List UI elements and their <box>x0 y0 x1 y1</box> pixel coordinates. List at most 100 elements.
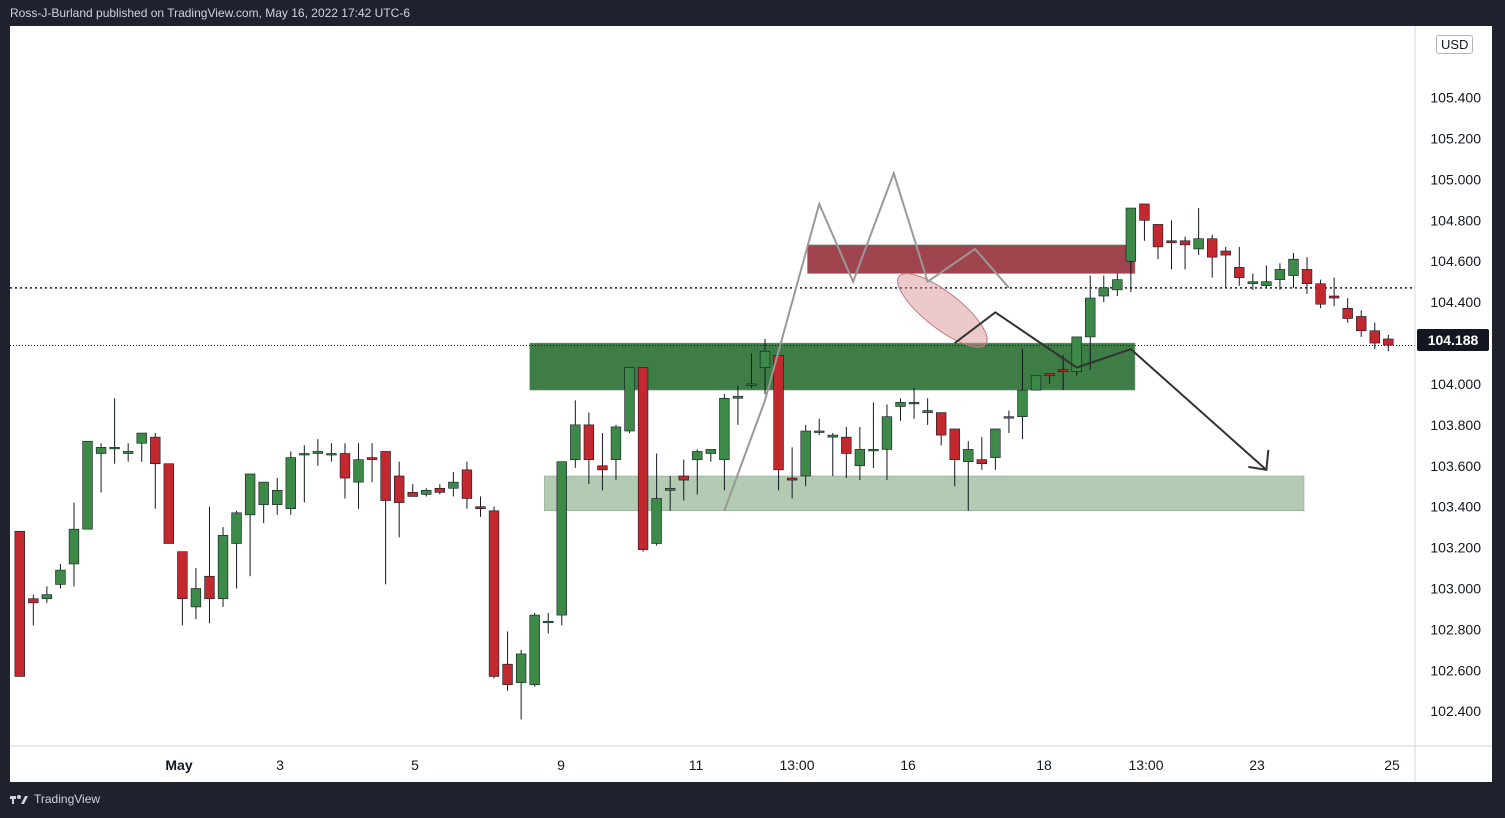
projection-path[interactable] <box>954 311 1268 471</box>
candle-up[interactable] <box>95 447 107 454</box>
candle-up[interactable] <box>529 614 540 685</box>
candle-down[interactable] <box>597 465 608 471</box>
candle-down[interactable] <box>841 436 852 454</box>
candle-up[interactable] <box>244 473 256 516</box>
candle-up[interactable] <box>922 410 933 413</box>
candle-up[interactable] <box>651 498 662 544</box>
candle-down[interactable] <box>1383 338 1394 346</box>
candle-up[interactable] <box>746 383 757 386</box>
candle-up[interactable] <box>55 569 66 585</box>
candle-down[interactable] <box>773 355 784 471</box>
candle-down[interactable] <box>1315 283 1326 305</box>
candle-up[interactable] <box>272 490 283 505</box>
candle-down[interactable] <box>637 367 649 550</box>
candle-down[interactable] <box>1057 369 1069 372</box>
candle-down[interactable] <box>28 598 39 604</box>
candle-down[interactable] <box>366 457 378 460</box>
candle-up[interactable] <box>299 453 310 456</box>
candle-up[interactable] <box>1017 389 1028 417</box>
candle-up[interactable] <box>881 416 893 450</box>
candle-down[interactable] <box>786 477 798 481</box>
candle-up[interactable] <box>1193 238 1204 250</box>
candle-up[interactable] <box>1071 336 1082 372</box>
candle-up[interactable] <box>556 461 567 616</box>
candle-up[interactable] <box>258 481 269 505</box>
candle-up[interactable] <box>1085 297 1096 338</box>
candle-up[interactable] <box>719 397 730 460</box>
candle-up[interactable] <box>827 434 838 438</box>
candle-down[interactable] <box>583 424 595 460</box>
candle-down[interactable] <box>502 663 513 685</box>
candle-down[interactable] <box>1356 316 1367 332</box>
candle-down[interactable] <box>1179 240 1191 246</box>
candle-up[interactable] <box>963 449 974 462</box>
candle-down[interactable] <box>407 492 418 497</box>
candle-down[interactable] <box>1139 203 1150 221</box>
candle-down[interactable] <box>1328 295 1340 299</box>
candle-down[interactable] <box>393 475 405 503</box>
candle-up[interactable] <box>285 457 296 510</box>
candle-up[interactable] <box>231 512 242 544</box>
candle-up[interactable] <box>759 350 771 368</box>
candle-up[interactable] <box>868 449 879 452</box>
candle-up[interactable] <box>190 588 202 608</box>
resistance-zone[interactable] <box>807 244 1136 274</box>
candle-up[interactable] <box>1247 281 1259 285</box>
candle-up[interactable] <box>1098 287 1109 297</box>
candle-up[interactable] <box>217 535 229 600</box>
candle-up[interactable] <box>109 447 120 450</box>
candle-up[interactable] <box>515 653 527 683</box>
candle-down[interactable] <box>935 412 947 436</box>
candle-down[interactable] <box>475 506 486 510</box>
candle-down[interactable] <box>976 459 988 465</box>
candle-up[interactable] <box>570 424 581 460</box>
candle-up[interactable] <box>732 395 744 399</box>
candle-down[interactable] <box>461 469 473 499</box>
candle-up[interactable] <box>1003 416 1015 419</box>
candle-down[interactable] <box>1301 269 1313 285</box>
candle-down[interactable] <box>163 463 175 544</box>
candle-up[interactable] <box>448 481 459 489</box>
candle-down[interactable] <box>1166 240 1177 244</box>
target-zone[interactable] <box>543 475 1305 512</box>
candle-down[interactable] <box>1342 307 1353 319</box>
m-pattern-line[interactable] <box>723 170 1010 512</box>
candle-up[interactable] <box>705 449 717 454</box>
support-zone[interactable] <box>529 342 1136 391</box>
candle-down[interactable] <box>488 510 500 677</box>
candle-up[interactable] <box>664 487 676 491</box>
candle-up[interactable] <box>1125 207 1137 262</box>
chart-panel[interactable]: 102.400 102.600 102.800 103.000 103.200 103.4… <box>10 26 1492 782</box>
candle-up[interactable] <box>624 367 635 432</box>
candle-up[interactable] <box>990 428 1001 458</box>
currency-badge[interactable]: USD <box>1436 35 1474 54</box>
candle-down[interactable] <box>150 436 161 465</box>
candle-down[interactable] <box>1044 373 1055 377</box>
candle-up[interactable] <box>692 451 703 460</box>
candle-up[interactable] <box>41 594 53 600</box>
candle-down[interactable] <box>949 428 960 460</box>
candle-up[interactable] <box>1288 258 1299 276</box>
candle-down[interactable] <box>380 451 391 501</box>
candle-up[interactable] <box>1274 269 1286 280</box>
candle-down[interactable] <box>339 453 351 479</box>
highlight-ellipse[interactable] <box>888 262 997 358</box>
candle-up[interactable] <box>895 402 906 407</box>
candle-up[interactable] <box>610 426 622 460</box>
candle-up[interactable] <box>421 490 432 495</box>
candle-down[interactable] <box>434 487 446 493</box>
candle-down[interactable] <box>1152 224 1164 248</box>
candle-up[interactable] <box>1261 281 1272 287</box>
candle-down[interactable] <box>204 575 215 600</box>
candle-down[interactable] <box>1220 250 1231 256</box>
candle-up[interactable] <box>68 528 80 565</box>
candle-up[interactable] <box>543 620 554 624</box>
candle-up[interactable] <box>353 459 364 483</box>
candle-down[interactable] <box>14 530 25 677</box>
candle-up[interactable] <box>1030 375 1042 391</box>
candle-up[interactable] <box>136 432 147 444</box>
candle-up[interactable] <box>854 449 866 467</box>
candle-up[interactable] <box>908 402 920 405</box>
candle-up[interactable] <box>312 451 324 454</box>
candle-up[interactable] <box>800 430 811 477</box>
